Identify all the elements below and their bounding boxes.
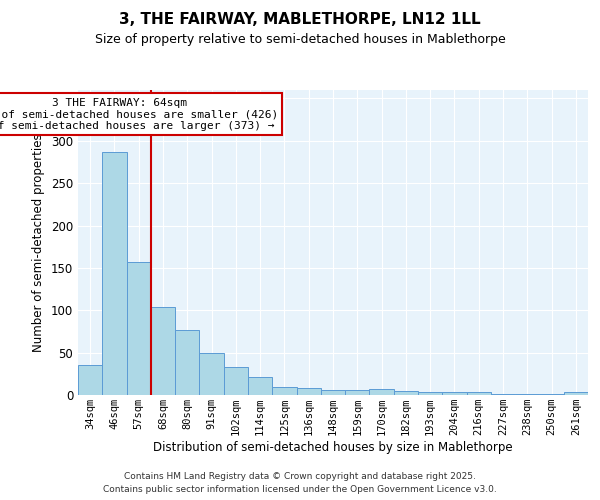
Bar [370,389,394,395]
Bar [491,394,515,395]
Bar [345,390,370,395]
Bar [127,262,151,395]
Bar [321,390,345,395]
Y-axis label: Number of semi-detached properties: Number of semi-detached properties [32,133,46,352]
Bar [175,330,199,395]
Bar [272,386,296,395]
Text: Size of property relative to semi-detached houses in Mablethorpe: Size of property relative to semi-detach… [95,32,505,46]
Bar [78,366,102,395]
Bar [467,392,491,395]
Bar [418,392,442,395]
Bar [564,392,588,395]
Bar [248,377,272,395]
Bar [539,394,564,395]
Bar [224,367,248,395]
Bar [102,152,127,395]
Bar [296,388,321,395]
Bar [394,391,418,395]
Bar [151,307,175,395]
X-axis label: Distribution of semi-detached houses by size in Mablethorpe: Distribution of semi-detached houses by … [153,441,513,454]
Text: 3 THE FAIRWAY: 64sqm
← 53% of semi-detached houses are smaller (426)
46% of semi: 3 THE FAIRWAY: 64sqm ← 53% of semi-detac… [0,98,278,131]
Text: Contains HM Land Registry data © Crown copyright and database right 2025.: Contains HM Land Registry data © Crown c… [124,472,476,481]
Text: 3, THE FAIRWAY, MABLETHORPE, LN12 1LL: 3, THE FAIRWAY, MABLETHORPE, LN12 1LL [119,12,481,28]
Bar [515,394,539,395]
Bar [199,354,224,395]
Text: Contains public sector information licensed under the Open Government Licence v3: Contains public sector information licen… [103,485,497,494]
Bar [442,392,467,395]
